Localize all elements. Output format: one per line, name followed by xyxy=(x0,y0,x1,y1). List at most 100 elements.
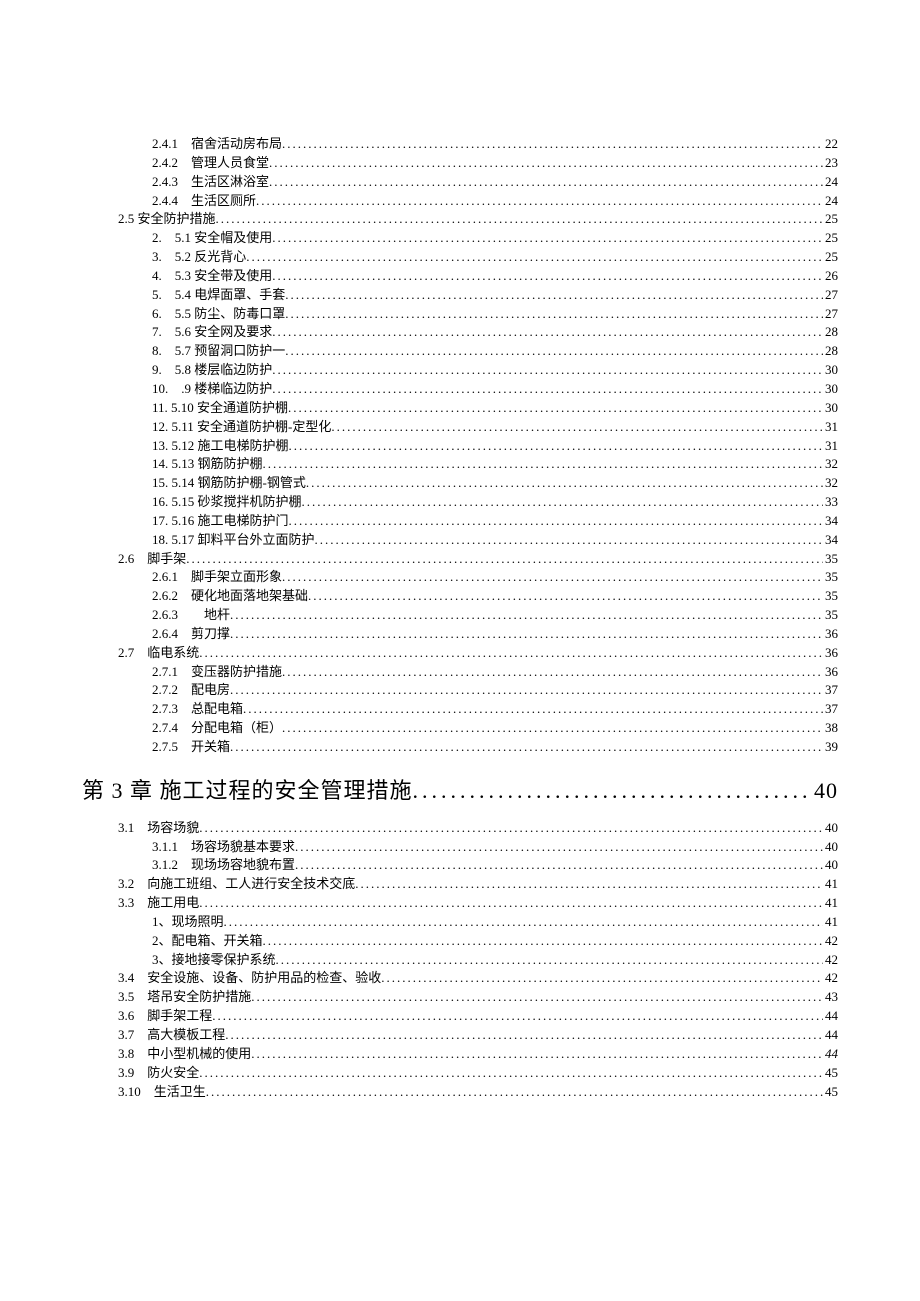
toc-entry-label: 2.6.2 硬化地面落地架基础 xyxy=(152,587,308,606)
toc-entry-label: 13. 5.12 施工电梯防护棚 xyxy=(152,437,289,456)
toc-leader-dots xyxy=(282,568,823,587)
toc-leader-dots xyxy=(331,418,823,437)
toc-entry: 3.9 防火安全45 xyxy=(82,1064,838,1083)
toc-entry-label: 2.7.1 变压器防护措施 xyxy=(152,663,282,682)
toc-entry-label: 3、接地接零保护系统 xyxy=(152,951,276,970)
toc-entry: 2.6.2 硬化地面落地架基础35 xyxy=(82,587,838,606)
toc-section-2: 3.1 场容场貌 403.1.1 场容场貌基本要求403.1.2 现场场容地貌布置… xyxy=(82,819,838,1102)
toc-entry-page: 35 xyxy=(823,568,838,587)
toc-entry-label: 5. 5.4 电焊面罩、手套 xyxy=(152,286,285,305)
toc-entry-page: 38 xyxy=(823,719,838,738)
toc-entry-page: 28 xyxy=(823,342,838,361)
toc-entry-label: 10. .9 楼梯临边防护 xyxy=(152,380,272,399)
toc-entry-label: 16. 5.15 砂浆搅拌机防护棚 xyxy=(152,493,302,512)
toc-entry-label: 2.6.4 剪刀撑 xyxy=(152,625,230,644)
toc-entry-label: 2.7.5 开关箱 xyxy=(152,738,230,757)
toc-entry-page: 34 xyxy=(823,531,838,550)
toc-leader-dots xyxy=(216,210,823,229)
toc-entry: 3.6 脚手架工程44 xyxy=(82,1007,838,1026)
toc-leader-dots xyxy=(251,988,823,1007)
toc-entry-page: 41 xyxy=(823,894,838,913)
toc-leader-dots xyxy=(285,305,823,324)
toc-entry-label: 6. 5.5 防尘、防毒口罩 xyxy=(152,305,285,324)
toc-section-1: 2.4.1 宿舍活动房布局222.4.2 管理人员食堂232.4.3 生活区淋浴… xyxy=(82,135,838,757)
toc-entry-page: 44 xyxy=(823,1045,838,1064)
toc-leader-dots xyxy=(230,738,823,757)
toc-entry-label: 2.7 临电系统 xyxy=(118,644,199,663)
toc-entry-page: 35 xyxy=(823,550,838,569)
toc-leader-dots xyxy=(295,838,823,857)
toc-entry: 7. 5.6 安全网及要求 28 xyxy=(82,323,838,342)
toc-entry: 2.7.1 变压器防护措施36 xyxy=(82,663,838,682)
toc-entry: 12. 5.11 安全通道防护棚-定型化 31 xyxy=(82,418,838,437)
toc-entry-label: 12. 5.11 安全通道防护棚-定型化 xyxy=(152,418,331,437)
toc-leader-dots xyxy=(282,135,823,154)
toc-entry-page: 44 xyxy=(823,1026,838,1045)
toc-entry: 2.7.2 配电房37 xyxy=(82,681,838,700)
toc-entry-page: 34 xyxy=(823,512,838,531)
toc-entry-page: 42 xyxy=(823,969,838,988)
toc-entry-page: 45 xyxy=(823,1083,838,1102)
toc-entry-page: 37 xyxy=(823,700,838,719)
toc-entry: 2.4.1 宿舍活动房布局22 xyxy=(82,135,838,154)
toc-leader-dots xyxy=(256,192,823,211)
toc-entry-label: 7. 5.6 安全网及要求 xyxy=(152,323,272,342)
toc-entry-label: 3.7 高大模板工程 xyxy=(118,1026,225,1045)
toc-entry-page: 40 xyxy=(823,838,838,857)
toc-entry-label: 3.10 生活卫生 xyxy=(118,1083,206,1102)
toc-entry: 3.2 向施工班组、工人进行安全技术交底41 xyxy=(82,875,838,894)
toc-entry: 3.7 高大模板工程 44 xyxy=(82,1026,838,1045)
chapter-page: 40 xyxy=(812,775,838,807)
toc-leader-dots xyxy=(282,663,823,682)
toc-leader-dots xyxy=(276,951,823,970)
toc-leader-dots xyxy=(289,437,823,456)
toc-entry-page: 28 xyxy=(823,323,838,342)
toc-entry-label: 3.1 场容场貌 xyxy=(118,819,199,838)
toc-leader-dots xyxy=(272,229,823,248)
toc-entry: 3.1.2 现场场容地貌布置 40 xyxy=(82,856,838,875)
toc-leader-dots xyxy=(285,286,823,305)
toc-entry-page: 45 xyxy=(823,1064,838,1083)
toc-leader-dots xyxy=(212,1007,823,1026)
toc-entry-page: 31 xyxy=(823,437,838,456)
toc-entry: 16. 5.15 砂浆搅拌机防护棚33 xyxy=(82,493,838,512)
toc-leader-dots xyxy=(272,267,823,286)
toc-entry-page: 40 xyxy=(823,856,838,875)
toc-entry-label: 2.6.1 脚手架立面形象 xyxy=(152,568,282,587)
toc-leader-dots xyxy=(263,455,823,474)
toc-leader-dots xyxy=(251,1045,823,1064)
toc-entry-label: 11. 5.10 安全通道防护棚 xyxy=(152,399,288,418)
toc-leader-dots xyxy=(315,531,823,550)
toc-leader-dots xyxy=(308,587,823,606)
toc-leader-dots xyxy=(306,474,823,493)
toc-entry: 9. 5.8 楼层临边防护30 xyxy=(82,361,838,380)
toc-entry-label: 3. 5.2 反光背心 xyxy=(152,248,246,267)
toc-entry: 13. 5.12 施工电梯防护棚 31 xyxy=(82,437,838,456)
toc-leader-dots xyxy=(288,399,823,418)
toc-entry-page: 31 xyxy=(823,418,838,437)
toc-entry-label: 3.6 脚手架工程 xyxy=(118,1007,212,1026)
toc-leader-dots xyxy=(225,1026,823,1045)
toc-entry-page: 27 xyxy=(823,305,838,324)
toc-entry-page: 25 xyxy=(823,248,838,267)
toc-entry-label: 2.7.3 总配电箱 xyxy=(152,700,243,719)
toc-entry-page: 41 xyxy=(823,913,838,932)
toc-entry-label: 3.1.2 现场场容地貌布置 xyxy=(152,856,295,875)
toc-entry: 2. 5.1 安全帽及使用25 xyxy=(82,229,838,248)
toc-leader-dots xyxy=(230,606,823,625)
toc-leader-dots xyxy=(263,932,823,951)
toc-entry-label: 1、现场照明 xyxy=(152,913,224,932)
toc-entry-page: 22 xyxy=(823,135,838,154)
toc-leader-dots xyxy=(186,550,823,569)
toc-entry: 2.6.3 地杆35 xyxy=(82,606,838,625)
toc-leader-dots xyxy=(272,323,823,342)
toc-entry-page: 36 xyxy=(823,644,838,663)
toc-entry-page: 42 xyxy=(823,951,838,970)
toc-entry-label: 2.7.4 分配电箱（柜） xyxy=(152,719,282,738)
toc-entry: 3.1.1 场容场貌基本要求40 xyxy=(82,838,838,857)
toc-leader-dots xyxy=(272,361,823,380)
toc-leader-dots xyxy=(199,1064,823,1083)
toc-entry-label: 3.8 中小型机械的使用 xyxy=(118,1045,251,1064)
toc-entry-page: 24 xyxy=(823,192,838,211)
toc-leader-dots xyxy=(295,856,823,875)
